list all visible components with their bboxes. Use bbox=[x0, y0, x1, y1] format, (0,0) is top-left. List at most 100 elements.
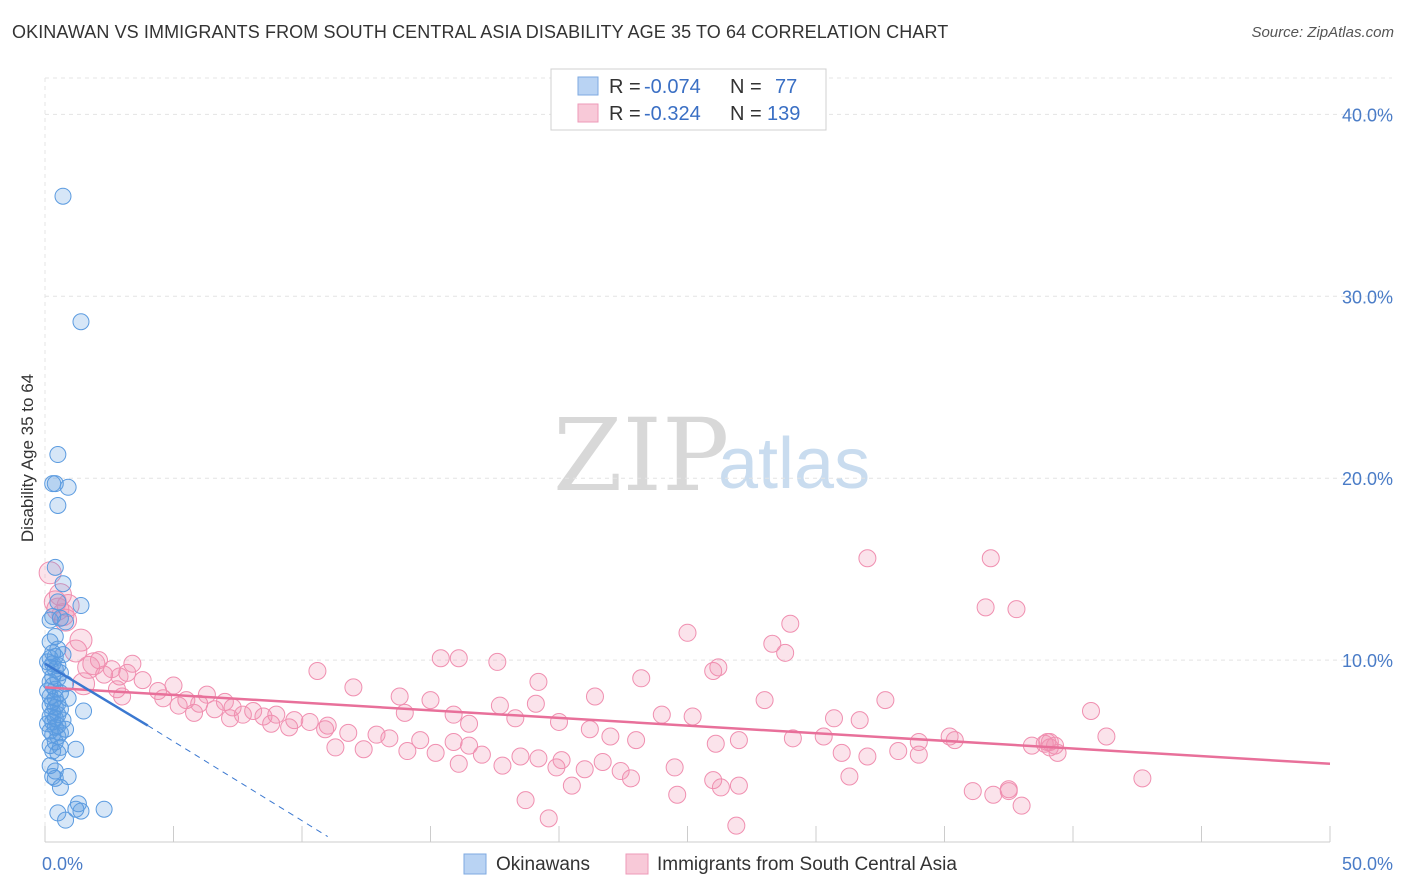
okinawans-point-0 bbox=[54, 187, 72, 205]
legend-n-label-1: N = bbox=[730, 76, 762, 98]
okinawans-point-71 bbox=[95, 800, 113, 818]
immigrants-point-41 bbox=[280, 718, 299, 737]
immigrants-point-76 bbox=[627, 731, 646, 750]
immigrants-point-81 bbox=[755, 691, 774, 710]
immigrants-point-134 bbox=[727, 816, 746, 835]
immigrants-point-15 bbox=[95, 665, 114, 684]
immigrants-point-53 bbox=[472, 745, 491, 764]
immigrants-point-64 bbox=[344, 678, 363, 697]
immigrants-point-70 bbox=[490, 696, 509, 715]
immigrants-point-107 bbox=[963, 782, 982, 801]
bottom-legend-swatch-okinawans bbox=[463, 853, 487, 875]
immigrants-point-111 bbox=[999, 780, 1018, 799]
okinawans-point-44 bbox=[75, 702, 93, 720]
immigrants-point-43 bbox=[339, 723, 358, 742]
immigrants-point-132 bbox=[711, 778, 730, 797]
y-axis-label: Disability Age 35 to 64 bbox=[18, 374, 37, 542]
okinawans-trend-extension bbox=[147, 725, 328, 837]
y-tick-label-2: 30.0% bbox=[1342, 287, 1393, 307]
legend-swatch-immigrants bbox=[577, 103, 599, 123]
y-tick-label-3: 40.0% bbox=[1342, 105, 1393, 125]
okinawans-point-73 bbox=[72, 802, 90, 820]
immigrants-point-94 bbox=[678, 623, 697, 642]
immigrants-point-102 bbox=[858, 549, 877, 568]
immigrants-point-28 bbox=[169, 696, 188, 715]
x-axis-tick-labels: 0.0% 50.0% bbox=[42, 854, 1393, 874]
immigrants-point-130 bbox=[562, 776, 581, 795]
immigrants-point-72 bbox=[526, 694, 545, 713]
immigrants-point-127 bbox=[665, 758, 684, 777]
okinawans-point-65 bbox=[41, 757, 59, 775]
immigrants-point-85 bbox=[858, 747, 877, 766]
series-immigrants-points bbox=[38, 549, 1152, 835]
stats-legend: R = -0.074 N = 77 R = -0.324 N = 139 bbox=[550, 68, 827, 131]
immigrants-point-57 bbox=[593, 752, 612, 771]
immigrants-point-123 bbox=[1097, 727, 1116, 746]
immigrants-point-68 bbox=[444, 705, 463, 724]
watermark-zip: ZIP bbox=[553, 397, 729, 514]
immigrants-point-17 bbox=[133, 671, 152, 690]
immigrants-point-101 bbox=[850, 711, 869, 730]
okinawans-point-13 bbox=[41, 611, 59, 629]
immigrants-point-88 bbox=[449, 649, 468, 668]
bottom-legend-swatch-immigrants bbox=[625, 853, 649, 875]
immigrants-point-61 bbox=[575, 760, 594, 779]
chart-title: OKINAWAN VS IMMIGRANTS FROM SOUTH CENTRA… bbox=[12, 22, 949, 42]
immigrants-point-73 bbox=[550, 712, 568, 731]
immigrants-point-62 bbox=[611, 762, 630, 781]
immigrants-point-122 bbox=[1081, 702, 1100, 721]
immigrants-point-48 bbox=[460, 736, 479, 755]
immigrants-point-91 bbox=[529, 672, 548, 691]
immigrants-point-93 bbox=[632, 669, 651, 688]
immigrants-point-133 bbox=[729, 776, 748, 795]
immigrants-point-50 bbox=[354, 740, 373, 759]
immigrants-point-38 bbox=[300, 712, 319, 731]
immigrants-point-51 bbox=[398, 742, 417, 761]
immigrants-point-71 bbox=[506, 709, 525, 728]
immigrants-point-129 bbox=[516, 791, 535, 810]
immigrants-point-59 bbox=[493, 756, 512, 775]
immigrants-point-124 bbox=[1133, 769, 1152, 788]
immigrants-point-83 bbox=[814, 727, 833, 746]
immigrants-point-36 bbox=[221, 709, 240, 728]
bottom-legend-okinawans: Okinawans bbox=[496, 854, 590, 875]
immigrants-point-11 bbox=[123, 654, 142, 673]
immigrants-trend-line bbox=[44, 686, 1331, 766]
immigrants-point-35 bbox=[254, 707, 273, 726]
immigrants-point-131 bbox=[539, 809, 558, 828]
watermark: ZIP atlas bbox=[553, 397, 870, 514]
okinawans-point-2 bbox=[49, 446, 67, 464]
immigrants-point-99 bbox=[776, 643, 795, 662]
immigrants-point-90 bbox=[488, 652, 507, 671]
legend-n-label-2: N = bbox=[730, 103, 762, 125]
immigrants-point-42 bbox=[316, 720, 335, 739]
immigrants-point-79 bbox=[706, 734, 725, 753]
okinawans-point-6 bbox=[49, 496, 67, 514]
y-axis-tick-labels: 10.0% 20.0% 30.0% 40.0% bbox=[1342, 105, 1393, 671]
legend-r-value-1: -0.074 bbox=[644, 76, 701, 98]
okinawans-point-4 bbox=[44, 475, 62, 493]
trend-lines bbox=[44, 662, 1331, 837]
legend-swatch-okinawans bbox=[577, 76, 599, 96]
immigrants-point-78 bbox=[683, 707, 702, 726]
immigrants-point-84 bbox=[832, 743, 851, 762]
okinawans-point-5 bbox=[59, 478, 77, 496]
immigrants-point-89 bbox=[431, 649, 450, 668]
immigrants-point-112 bbox=[984, 785, 1003, 804]
okinawans-point-8 bbox=[54, 575, 72, 593]
legend-n-value-2: 139 bbox=[767, 103, 800, 125]
immigrants-point-100 bbox=[824, 709, 843, 728]
immigrants-point-82 bbox=[783, 729, 802, 748]
okinawans-point-64 bbox=[49, 744, 67, 762]
immigrants-point-30 bbox=[205, 700, 224, 719]
immigrants-point-104 bbox=[909, 732, 928, 751]
immigrants-point-39 bbox=[262, 714, 281, 733]
immigrants-point-24 bbox=[154, 689, 173, 708]
immigrants-point-23 bbox=[197, 685, 216, 704]
immigrants-point-125 bbox=[840, 767, 859, 786]
legend-r-label-1: R = bbox=[609, 76, 641, 98]
immigrants-point-109 bbox=[981, 549, 1000, 568]
immigrants-point-77 bbox=[652, 705, 671, 724]
immigrants-point-63 bbox=[308, 662, 327, 681]
